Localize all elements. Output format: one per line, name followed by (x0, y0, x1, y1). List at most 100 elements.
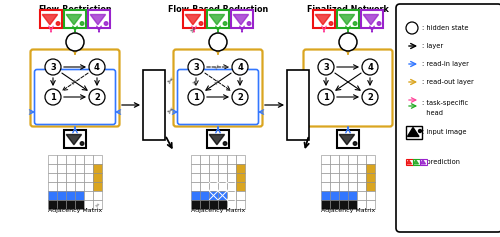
Circle shape (66, 33, 84, 51)
Bar (93, 155, 102, 164)
Text: 1: 1 (193, 92, 199, 101)
Circle shape (188, 59, 204, 75)
Bar (366, 164, 375, 173)
Bar (84, 173, 93, 182)
Bar (357, 155, 366, 164)
Text: 4: 4 (237, 63, 243, 72)
Bar (75, 200, 84, 209)
Polygon shape (414, 160, 418, 164)
Circle shape (318, 89, 334, 105)
Circle shape (353, 22, 357, 25)
Bar (366, 173, 375, 182)
Bar (218, 173, 227, 182)
Circle shape (209, 33, 227, 51)
Bar (66, 200, 75, 209)
FancyBboxPatch shape (143, 70, 165, 140)
Bar (191, 191, 200, 200)
Bar (93, 182, 102, 191)
Text: 4: 4 (367, 63, 373, 72)
Bar (348, 164, 357, 173)
Text: 2: 2 (94, 92, 100, 101)
Polygon shape (420, 160, 426, 164)
Bar (357, 200, 366, 209)
Bar (357, 173, 366, 182)
Bar (48, 191, 57, 200)
Bar (84, 155, 93, 164)
Bar (191, 182, 200, 191)
Text: : prediction: : prediction (422, 159, 460, 165)
Bar (321, 191, 330, 200)
Bar (236, 173, 245, 182)
Polygon shape (406, 160, 412, 164)
Text: Flow-Restriction: Flow-Restriction (38, 5, 112, 14)
FancyBboxPatch shape (88, 10, 110, 28)
Bar (218, 164, 227, 173)
Bar (57, 191, 66, 200)
Bar (339, 182, 348, 191)
Bar (357, 164, 366, 173)
Bar (348, 182, 357, 191)
Circle shape (247, 22, 251, 25)
Text: 3: 3 (50, 63, 56, 72)
Polygon shape (42, 14, 58, 25)
Circle shape (45, 59, 61, 75)
Bar (321, 164, 330, 173)
Bar (191, 200, 200, 209)
Bar (321, 200, 330, 209)
Text: 3: 3 (323, 63, 329, 72)
FancyBboxPatch shape (64, 10, 86, 28)
FancyBboxPatch shape (337, 130, 359, 148)
Bar (339, 155, 348, 164)
Bar (200, 200, 209, 209)
Bar (66, 182, 75, 191)
Text: 1: 1 (50, 92, 56, 101)
Bar (339, 164, 348, 173)
Bar (209, 164, 218, 173)
Text: : layer: : layer (422, 43, 443, 49)
FancyBboxPatch shape (64, 130, 86, 148)
Bar (66, 173, 75, 182)
Bar (57, 173, 66, 182)
Bar (227, 200, 236, 209)
Text: Adjacency Matrix: Adjacency Matrix (48, 208, 102, 213)
Bar (75, 164, 84, 173)
Circle shape (188, 89, 204, 105)
FancyBboxPatch shape (207, 130, 229, 148)
Circle shape (223, 22, 227, 25)
Bar (93, 173, 102, 182)
Bar (339, 173, 348, 182)
Bar (330, 182, 339, 191)
Bar (348, 200, 357, 209)
Circle shape (406, 22, 418, 34)
Text: 1: 1 (323, 92, 329, 101)
Bar (57, 200, 66, 209)
Bar (75, 155, 84, 164)
Polygon shape (363, 14, 378, 25)
Text: Flow-Based Reduction: Flow-Based Reduction (168, 5, 268, 14)
Circle shape (89, 59, 105, 75)
Bar (218, 182, 227, 191)
Bar (75, 173, 84, 182)
Bar (330, 155, 339, 164)
Text: ✂: ✂ (71, 78, 79, 86)
Polygon shape (185, 14, 200, 25)
Bar (227, 182, 236, 191)
Text: ✂: ✂ (166, 104, 176, 116)
Text: 2: 2 (367, 92, 373, 101)
Bar (236, 191, 245, 200)
Bar (357, 182, 366, 191)
FancyBboxPatch shape (413, 159, 420, 165)
Bar (93, 200, 102, 209)
Circle shape (353, 142, 357, 145)
Bar (200, 155, 209, 164)
Bar (330, 164, 339, 173)
Bar (227, 173, 236, 182)
Text: ✂: ✂ (188, 25, 200, 36)
FancyBboxPatch shape (231, 10, 253, 28)
Text: 4: 4 (94, 63, 100, 72)
FancyBboxPatch shape (361, 10, 383, 28)
Circle shape (80, 142, 84, 145)
Text: : task-specific: : task-specific (422, 100, 468, 106)
Polygon shape (408, 128, 419, 137)
Circle shape (199, 22, 203, 25)
